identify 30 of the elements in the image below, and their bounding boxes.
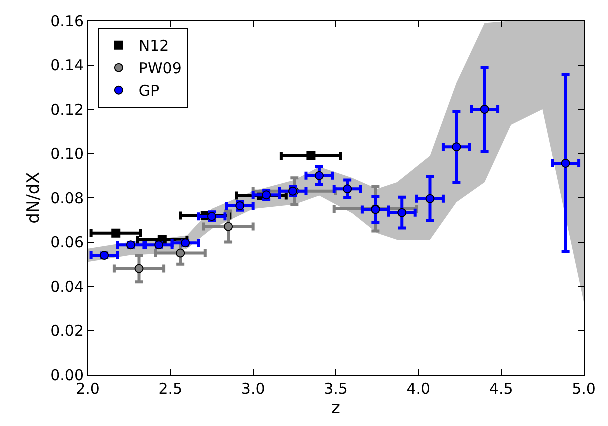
y-tick-label: 0.08 xyxy=(50,189,84,208)
y-axis-title: dN/dX xyxy=(24,172,44,224)
y-tick-label: 0.02 xyxy=(50,322,84,340)
x-tick-label: 4.0 xyxy=(406,380,431,398)
x-tick-label: 3.0 xyxy=(241,380,266,398)
x-tick-label: 5.0 xyxy=(572,380,596,398)
y-tick-label: 0.14 xyxy=(50,56,84,74)
legend-label: PW09 xyxy=(138,60,182,78)
legend-label: GP xyxy=(138,82,160,100)
y-tick-label: 0.10 xyxy=(50,145,84,163)
point xyxy=(314,171,324,180)
point xyxy=(134,264,144,274)
legend-label: N12 xyxy=(138,37,170,56)
y-tick-label: 0.06 xyxy=(50,234,84,252)
point xyxy=(343,184,352,194)
point xyxy=(561,158,570,168)
y-tick-label: 0.04 xyxy=(50,278,84,296)
point xyxy=(480,105,490,114)
point xyxy=(426,194,435,204)
point xyxy=(452,142,462,152)
y-tick-label: 0.12 xyxy=(50,100,84,119)
x-tick-label: 2.5 xyxy=(158,380,183,398)
x-tick-label: 2.0 xyxy=(76,380,100,398)
point xyxy=(398,208,407,218)
point xyxy=(224,222,234,232)
point xyxy=(176,248,186,258)
x-tick-label: 3.5 xyxy=(324,380,348,398)
y-tick-label: 0.16 xyxy=(50,12,84,30)
x-tick-label: 4.5 xyxy=(489,380,514,398)
x-axis-title: z xyxy=(332,398,341,418)
